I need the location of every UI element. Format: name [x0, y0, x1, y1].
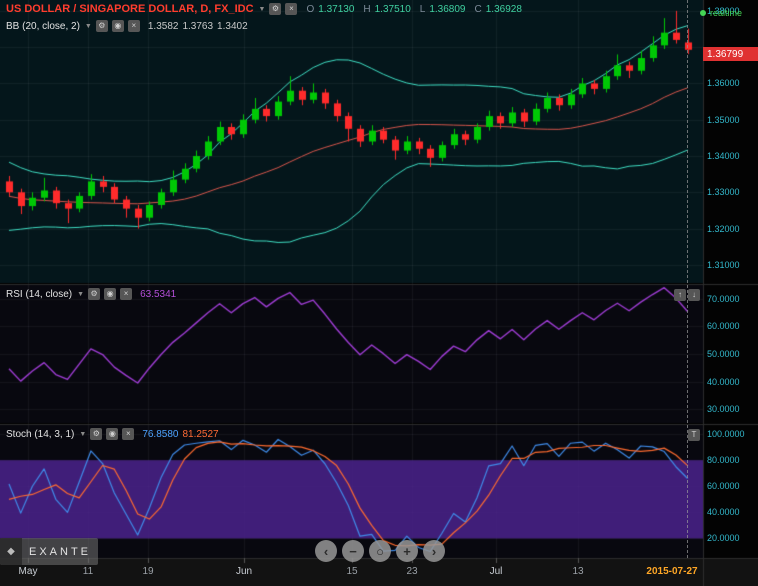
move-pane-down-icon[interactable]: ↓ [688, 289, 700, 301]
chevron-down-icon[interactable]: ▼ [258, 5, 266, 13]
price-axis-label: 1.31000 [707, 259, 740, 270]
bb-basis-value: 1.3582 [147, 20, 179, 32]
rsi-axis-label: 40.0000 [707, 376, 740, 387]
zoom-in-button[interactable]: + [396, 540, 418, 562]
rsi-indicator-header: RSI (14, close) ▼ ⚙ ◉ × 63.5341 [6, 288, 176, 300]
stoch-axis-label: 80.0000 [707, 455, 740, 466]
price-axis-label: 1.33000 [707, 187, 740, 198]
price-axis-label: 1.36000 [707, 78, 740, 89]
bb-indicator-header: BB (20, close, 2) ▼ ⚙ ◉ × 1.3582 1.3763 … [6, 20, 248, 32]
settings-icon[interactable]: ⚙ [90, 428, 103, 440]
settings-icon[interactable]: ⚙ [269, 3, 282, 15]
stoch-label[interactable]: Stoch (14, 3, 1) [6, 428, 75, 440]
rsi-pane-buttons: ↑ ↓ [674, 289, 700, 301]
exante-logo-text: EXANTE [28, 545, 91, 558]
close-label: C [474, 3, 482, 15]
rsi-axis-label: 70.0000 [707, 293, 740, 304]
time-axis-label: Jun [235, 566, 253, 577]
close-icon[interactable]: × [120, 288, 133, 300]
stoch-axis-label: 40.0000 [707, 507, 740, 518]
stoch-axis-label: 20.0000 [707, 533, 740, 544]
visibility-icon[interactable]: ◉ [111, 20, 124, 32]
rsi-axis-label: 30.0000 [707, 404, 740, 415]
stoch-k-value: 76.8580 [142, 428, 179, 440]
bb-upper-value: 1.3763 [182, 20, 214, 32]
chevron-down-icon[interactable]: ▼ [79, 430, 87, 438]
visibility-icon[interactable]: ◉ [104, 288, 117, 300]
price-axis-label: 1.38000 [707, 5, 740, 16]
realtime-indicator: realtime [699, 8, 742, 18]
time-axis-label: Jul [489, 566, 503, 577]
reset-view-button[interactable]: ○ [369, 540, 391, 562]
time-axis-label: 19 [142, 566, 154, 577]
exante-logo[interactable]: ◆ EXANTE [0, 538, 98, 565]
stoch-d-value: 81.2527 [182, 428, 219, 440]
settings-icon[interactable]: ⚙ [88, 288, 101, 300]
move-pane-up-icon[interactable]: ↑ [674, 289, 686, 301]
zoom-out-button[interactable]: − [342, 540, 364, 562]
bb-lower-value: 1.3402 [217, 20, 248, 32]
rsi-axis-label: 60.0000 [707, 321, 740, 332]
time-axis-label: 15 [346, 566, 358, 577]
low-label: L [419, 3, 426, 15]
realtime-dot-icon [699, 10, 706, 16]
low-value: 1.36809 [429, 3, 466, 15]
stoch-indicator-header: Stoch (14, 3, 1) ▼ ⚙ ◉ × 76.8580 81.2527 [6, 428, 219, 440]
stoch-pane-buttons: T [688, 429, 700, 441]
open-label: O [306, 3, 315, 15]
chevron-down-icon[interactable]: ▼ [84, 22, 92, 30]
last-price-badge: 1.36799 [703, 47, 758, 62]
stoch-axis-label: 100.0000 [707, 429, 745, 440]
realtime-label: realtime [709, 8, 742, 18]
symbol-header: US DOLLAR / SINGAPORE DOLLAR, D, FX_IDC … [6, 3, 522, 15]
rsi-axis-label: 50.0000 [707, 349, 740, 359]
crosshair-vline [687, 0, 688, 558]
bb-label[interactable]: BB (20, close, 2) [6, 20, 80, 32]
time-axis-label: 23 [406, 566, 418, 577]
stoch-axis-label: 60.0000 [707, 481, 740, 492]
pane-tool-icon[interactable]: T [688, 429, 700, 441]
exante-logo-mark-icon: ◆ [0, 538, 22, 565]
pan-right-button[interactable]: › [423, 540, 445, 562]
pan-left-button[interactable]: ‹ [315, 540, 337, 562]
high-label: H [363, 3, 371, 15]
close-value: 1.36928 [485, 3, 522, 15]
price-axis-label: 1.34000 [707, 151, 740, 161]
close-icon[interactable]: × [122, 428, 135, 440]
settings-icon[interactable]: ⚙ [95, 20, 108, 32]
high-value: 1.37510 [374, 3, 411, 15]
close-icon[interactable]: × [127, 20, 140, 32]
time-axis-label: 11 [82, 566, 94, 577]
crosshair-date-label: 2015-07-27 [646, 566, 698, 577]
time-axis-label: May [18, 566, 38, 577]
chart-nav-controls: ‹ − ○ + › [315, 540, 445, 562]
price-axis-label: 1.35000 [707, 114, 740, 125]
rsi-label[interactable]: RSI (14, close) [6, 288, 73, 300]
time-axis-label: 13 [572, 566, 584, 577]
visibility-icon[interactable]: ◉ [106, 428, 119, 440]
open-value: 1.37130 [318, 3, 355, 15]
close-icon[interactable]: × [285, 3, 298, 15]
symbol-title[interactable]: US DOLLAR / SINGAPORE DOLLAR, D, FX_IDC [6, 3, 254, 15]
price-axis-label: 1.32000 [707, 223, 740, 234]
chevron-down-icon[interactable]: ▼ [77, 290, 85, 298]
rsi-value: 63.5341 [140, 288, 177, 300]
